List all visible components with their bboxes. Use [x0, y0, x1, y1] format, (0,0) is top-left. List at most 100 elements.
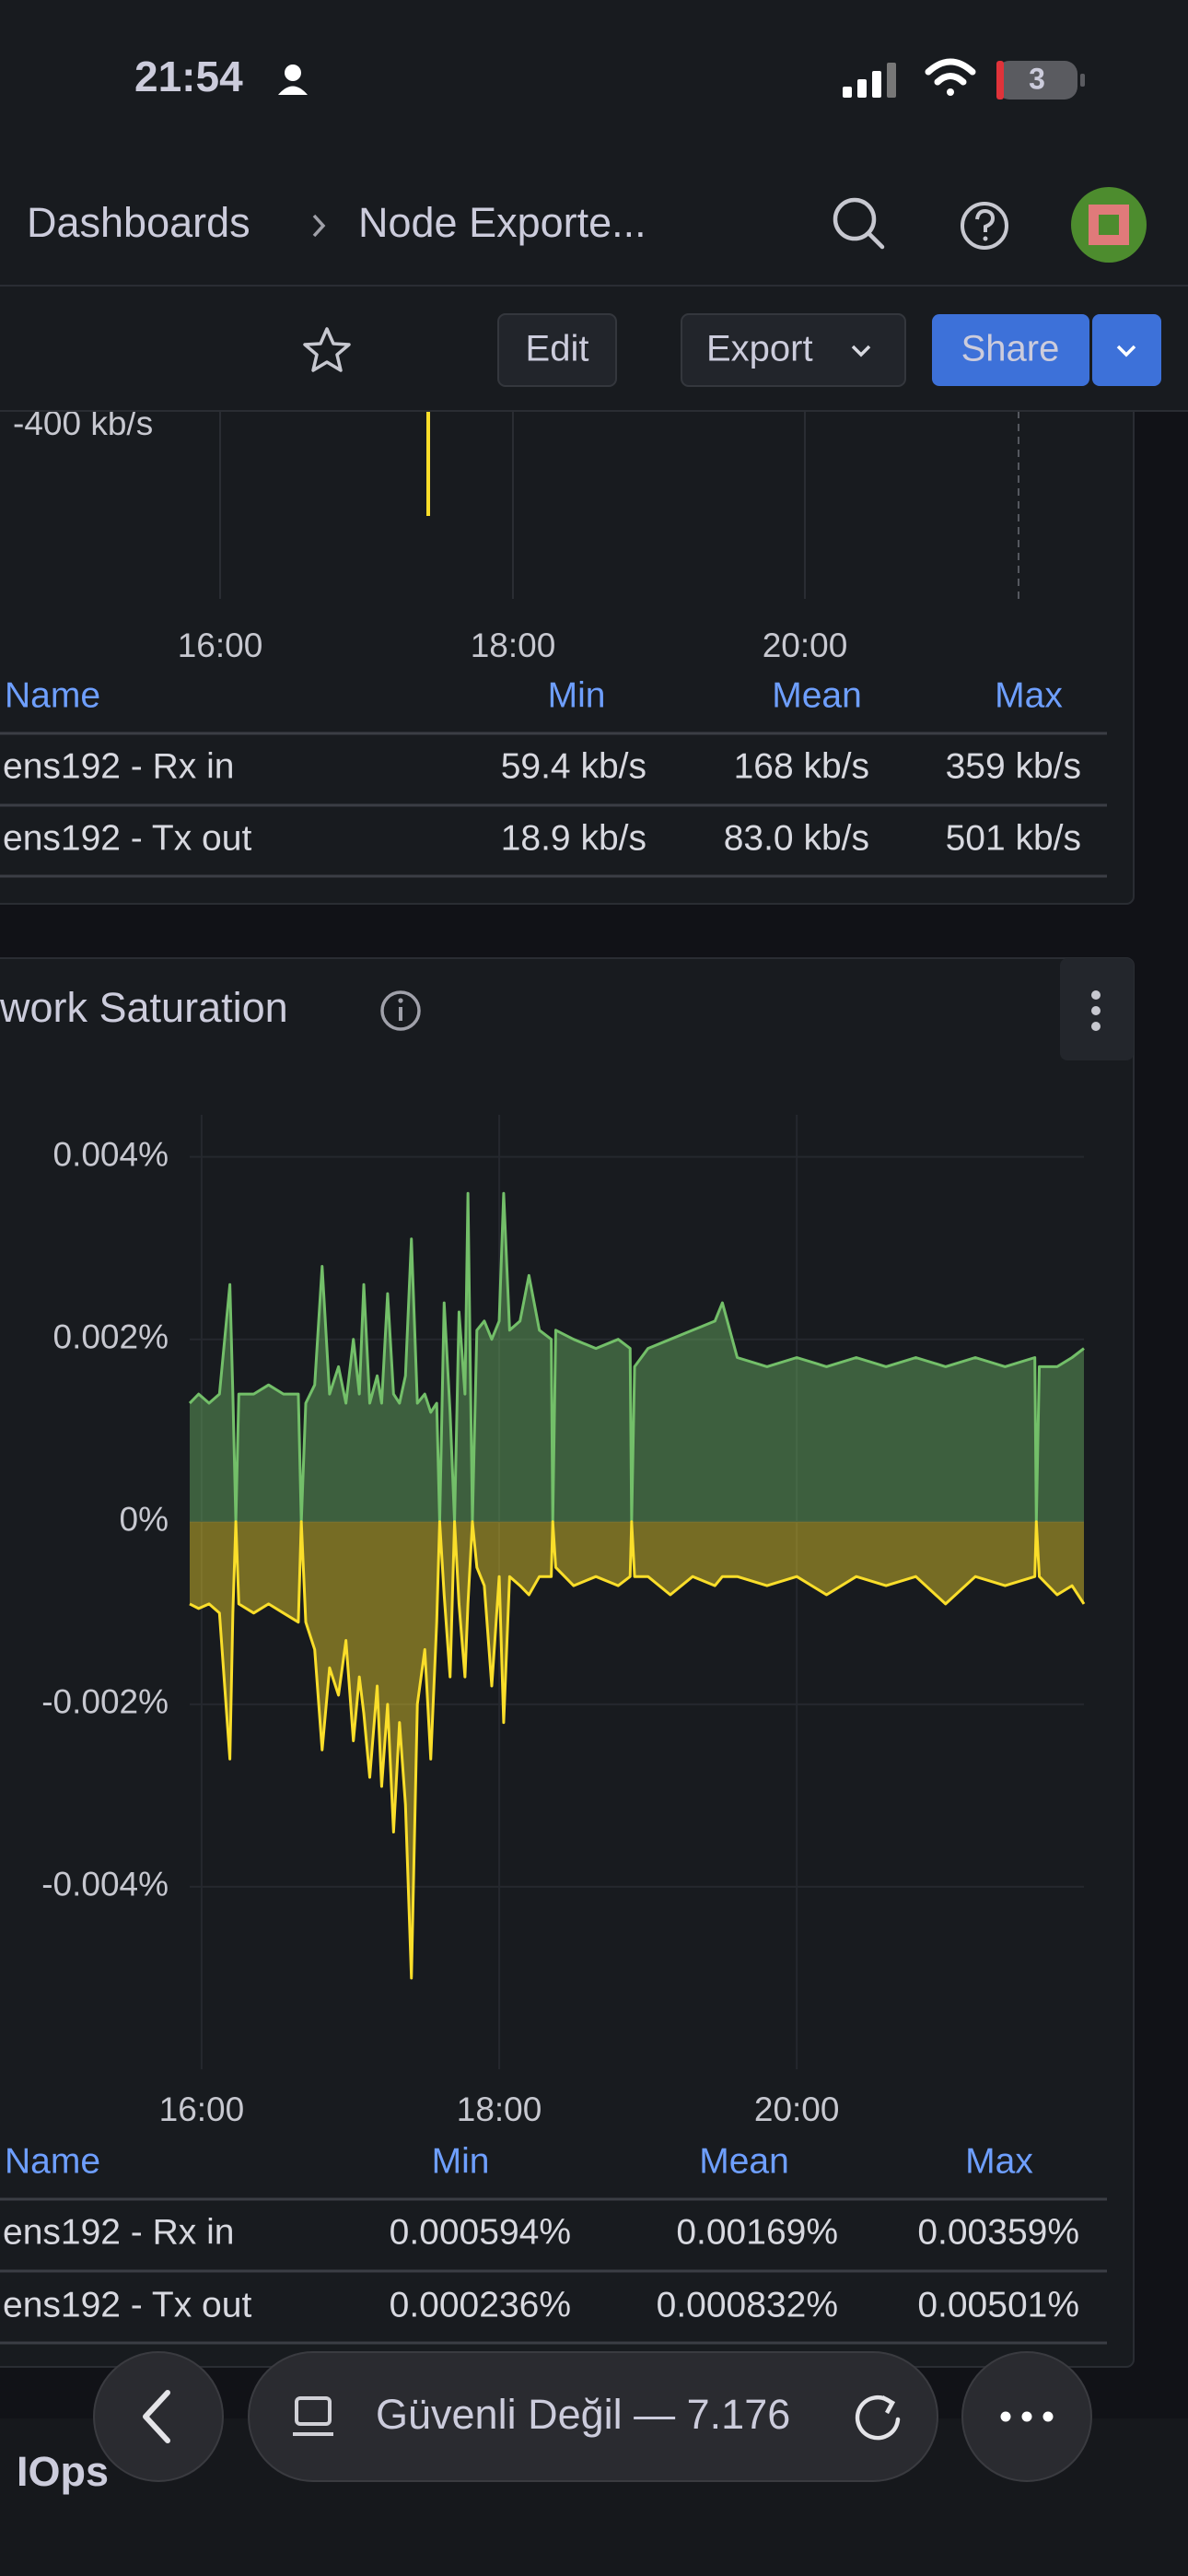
- help-dot: [983, 236, 988, 241]
- table-header[interactable]: Mean: [699, 2141, 789, 2181]
- saturation-panel: work Saturation 0.004% 0.002% 0% -0.002% -0.…: [0, 957, 1135, 2368]
- table-header[interactable]: Mean: [772, 675, 862, 715]
- tabs-frame: [295, 2396, 332, 2426]
- person-body: [278, 86, 308, 95]
- table-header[interactable]: Name: [5, 675, 100, 715]
- search-lens: [833, 197, 877, 241]
- info-icon[interactable]: [380, 990, 421, 1031]
- table-header[interactable]: Min: [432, 2141, 490, 2181]
- export-button[interactable]: [681, 313, 906, 387]
- table-header[interactable]: Name: [5, 2141, 100, 2181]
- table-cell: 0.000236%: [390, 2285, 571, 2324]
- help-circle: [961, 202, 1008, 250]
- help-button[interactable]: [961, 202, 1008, 250]
- panel-frame: [0, 957, 1135, 2368]
- avatar-pattern: [1099, 215, 1119, 235]
- share-dropdown[interactable]: [1092, 314, 1161, 386]
- x-tick-label: 18:00: [471, 626, 556, 664]
- url-bar[interactable]: [248, 2351, 938, 2482]
- battery-tip: [1080, 74, 1085, 87]
- help-mark: [975, 208, 996, 232]
- wifi-icon: [925, 58, 976, 96]
- chevron: [1116, 345, 1136, 357]
- star-button[interactable]: [303, 327, 351, 372]
- table-cell: 501 kb/s: [946, 818, 1081, 858]
- y-tick-label: 0.002%: [53, 1317, 169, 1355]
- table-cell: 83.0 kb/s: [724, 818, 869, 858]
- share-label[interactable]: Share: [961, 329, 1060, 369]
- x-tick-label: 16:00: [159, 2090, 245, 2128]
- wifi-arc: [934, 73, 967, 86]
- battery-icon: 3: [996, 61, 1085, 100]
- export-label[interactable]: Export: [706, 329, 813, 369]
- table-cell: 0.00359%: [917, 2212, 1079, 2252]
- more-dot: [1021, 2411, 1032, 2422]
- signal-icon: [843, 63, 896, 98]
- x-tick-label: 18:00: [457, 2090, 542, 2128]
- series-line: [188, 1191, 1085, 1524]
- search-handle: [866, 230, 885, 250]
- info-circle: [380, 990, 421, 1031]
- breadcrumb-link[interactable]: Dashboards: [27, 199, 250, 246]
- edit-button[interactable]: [497, 313, 617, 387]
- more-dot: [1042, 2411, 1054, 2422]
- breadcrumb-current[interactable]: Node Exporte...: [358, 199, 646, 246]
- tabs-icon: [293, 2396, 333, 2436]
- back-icon: [143, 2390, 170, 2443]
- header: 21:54 3 Dashboards Node Exporte...: [0, 0, 1188, 412]
- wifi-arc: [925, 58, 976, 76]
- table-cell: 168 kb/s: [734, 746, 869, 786]
- table-cell: 0.000594%: [390, 2212, 571, 2252]
- avatar[interactable]: [1071, 187, 1147, 263]
- table-cell: 18.9 kb/s: [501, 818, 646, 858]
- menu-dot: [1091, 1022, 1101, 1031]
- legend-name[interactable]: ens192 - Tx out: [3, 818, 251, 858]
- table-cell: 0.00169%: [676, 2212, 838, 2252]
- info-dot: [398, 998, 403, 1003]
- panel-title: work Saturation: [0, 984, 288, 1031]
- edit-label[interactable]: Edit: [526, 329, 589, 369]
- x-tick-label: 20:00: [763, 626, 848, 664]
- person-head: [285, 64, 301, 81]
- plot: 0.004% 0.002% 0% -0.002% -0.004% 16:00 18:00 20…: [41, 1115, 1086, 2128]
- legend-name[interactable]: ens192 - Rx in: [3, 746, 234, 786]
- menu-dot: [1091, 990, 1101, 1000]
- back-button[interactable]: [93, 2351, 224, 2482]
- reload-arrow: [880, 2395, 896, 2415]
- battery-level: [996, 61, 1004, 100]
- person-icon: [278, 64, 308, 95]
- signal-bar: [857, 79, 867, 98]
- table-cell: 0.000832%: [657, 2285, 838, 2324]
- y-tick-label: 0%: [120, 1501, 169, 1539]
- breadcrumb-separator: [312, 214, 326, 238]
- url-text[interactable]: Güvenli Değil — 7.176: [376, 2391, 790, 2438]
- search-button[interactable]: [833, 197, 885, 250]
- table-header[interactable]: Max: [965, 2141, 1033, 2181]
- x-tick-label: 16:00: [178, 626, 263, 664]
- menu-dot: [1091, 1006, 1101, 1015]
- panel-title: IOps: [17, 2448, 109, 2495]
- share-button[interactable]: [932, 314, 1089, 386]
- legend-entry[interactable]: ens192 - Tx out: [3, 2285, 251, 2324]
- reload-icon[interactable]: [855, 2395, 901, 2441]
- battery-percent: 3: [1029, 62, 1045, 95]
- battery-body: [996, 61, 1077, 100]
- signal-bar: [843, 87, 852, 98]
- wifi-dot: [947, 88, 954, 96]
- x-tick-label: 20:00: [754, 2090, 840, 2128]
- table-cell: 59.4 kb/s: [501, 746, 646, 786]
- table-cell: 0.00501%: [917, 2285, 1079, 2324]
- browser-bar: Güvenli Değil — 7.176: [93, 2351, 1092, 2482]
- table-header[interactable]: Min: [548, 675, 606, 715]
- legend-entry[interactable]: ens192 - Rx in: [3, 2212, 234, 2252]
- status-time: 21:54: [134, 53, 243, 100]
- signal-bar: [872, 71, 881, 98]
- chevron: [851, 345, 871, 357]
- table-header[interactable]: Max: [995, 675, 1063, 715]
- y-tick-label: -0.004%: [41, 1866, 169, 1903]
- signal-bar: [887, 63, 896, 98]
- more-dot: [1000, 2411, 1011, 2422]
- panel-menu[interactable]: [1060, 958, 1134, 1060]
